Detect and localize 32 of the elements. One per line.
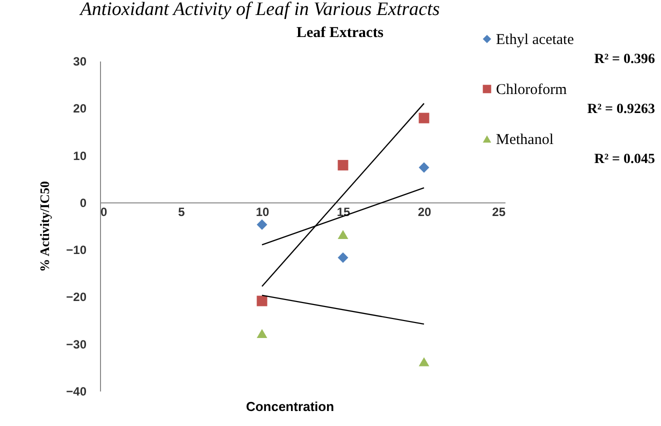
x-tick-label: 25 xyxy=(492,204,506,219)
y-tick-label: 10 xyxy=(73,148,87,163)
y-tick-label: −30 xyxy=(66,337,87,352)
x-axis-title: Concentration xyxy=(246,399,334,414)
y-tick-label: 30 xyxy=(73,54,87,68)
point xyxy=(256,296,268,306)
y-tick-label: −20 xyxy=(66,290,87,304)
point xyxy=(418,162,430,173)
text: Antioxidant Activity of Leaf in Various Extracts xyxy=(78,0,440,20)
y-tick-label: −10 xyxy=(66,243,87,258)
y-tick-label: 0 xyxy=(80,196,87,210)
x-tick-label: 20 xyxy=(418,204,432,219)
text: R² = 0.396 xyxy=(594,52,655,67)
point xyxy=(338,160,348,170)
point xyxy=(418,112,430,124)
point xyxy=(338,230,348,240)
legend-label: Chloroform xyxy=(496,82,568,98)
x-tick-label: 10 xyxy=(256,204,270,219)
y-tick-label: 20 xyxy=(73,102,87,116)
point xyxy=(256,219,268,230)
y-axis-title: % Activity/IC50 xyxy=(37,181,52,272)
x-tick-label: 5 xyxy=(178,204,186,219)
x-tick-label: 0 xyxy=(100,204,108,219)
text: R² = 0.9263 xyxy=(587,102,655,117)
y-tick-label: −40 xyxy=(66,384,87,398)
point xyxy=(418,357,430,366)
point xyxy=(338,252,348,263)
text: R² = 0.045 xyxy=(594,152,655,167)
legend-label: Methanol xyxy=(496,132,554,148)
chart-title: Leaf Extracts xyxy=(296,25,384,41)
legend-label: Ethyl acetate xyxy=(496,32,574,48)
point xyxy=(256,328,268,338)
